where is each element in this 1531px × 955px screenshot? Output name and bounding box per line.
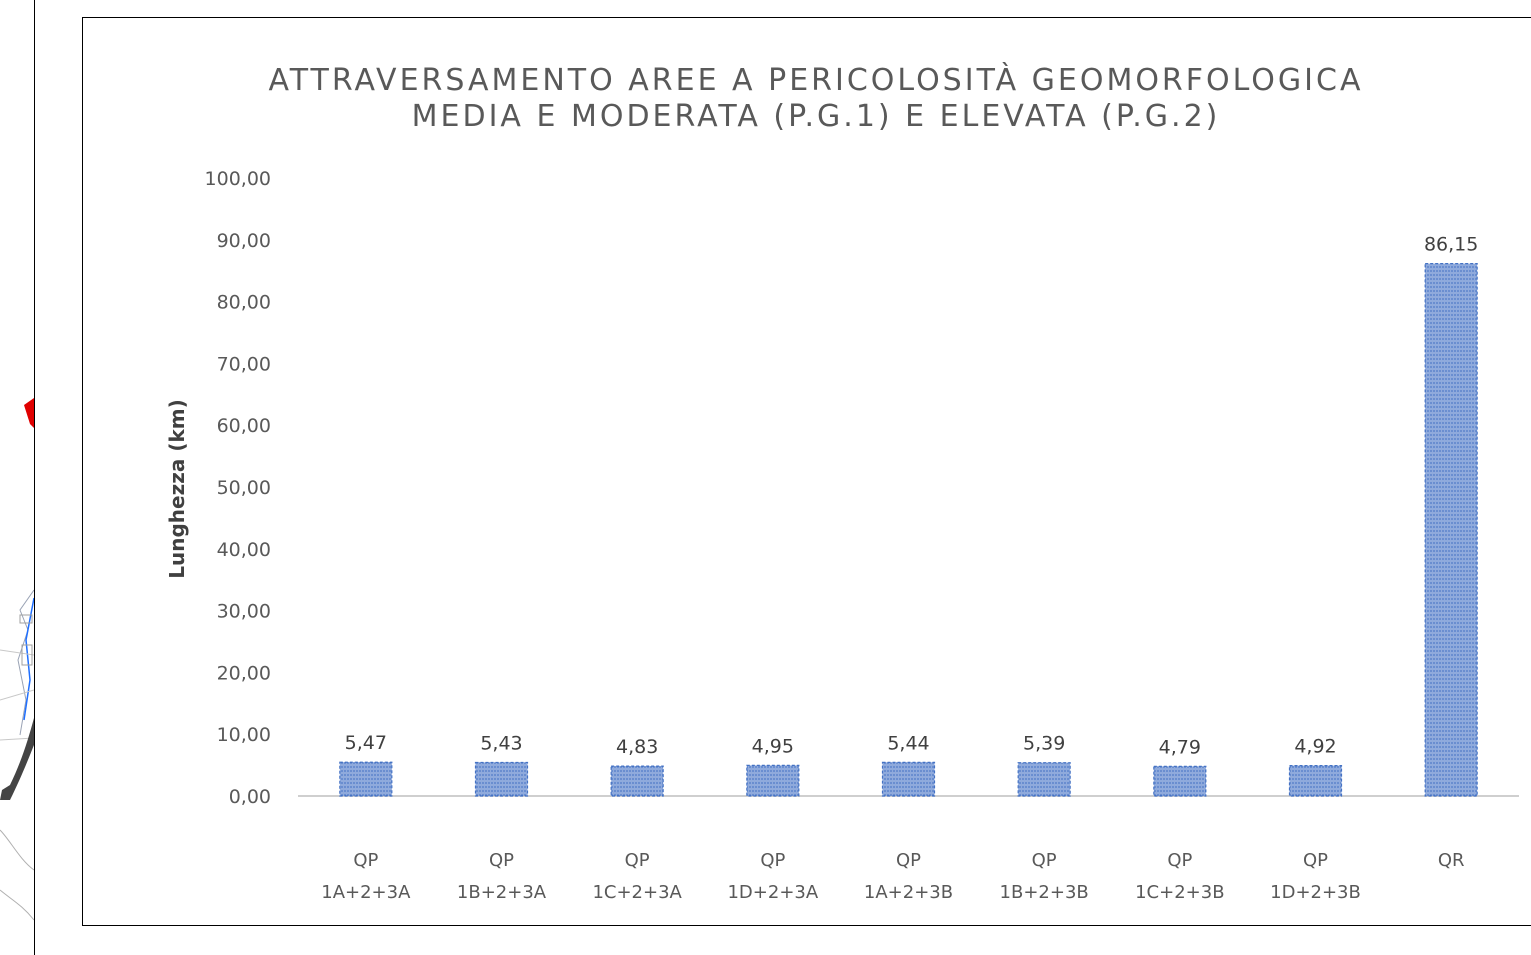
bar (1153, 765, 1207, 797)
y-tick-label: 60,00 (217, 415, 271, 437)
category-label: 1C+2+3B (1135, 882, 1224, 903)
data-label: 4,92 (1294, 736, 1336, 758)
category-label: QP (1032, 850, 1057, 871)
data-label: 5,43 (480, 732, 522, 754)
data-label: 5,44 (887, 732, 929, 754)
chart-title-line-1: ATTRAVERSAMENTO AREE A PERICOLOSITÀ GEOM… (269, 62, 1364, 98)
category-label: 1D+2+3A (727, 882, 818, 903)
category-label: QR (1438, 850, 1465, 871)
y-axis-ticks: 0,00 10,00 20,00 30,00 40,00 50,00 60,00 70,00 8… (205, 168, 271, 808)
data-label: 4,83 (616, 736, 658, 758)
bars-group (339, 262, 1478, 797)
y-tick-label: 50,00 (217, 477, 271, 499)
category-label: 1B+2+3A (457, 882, 547, 903)
bar (339, 761, 393, 797)
category-label: QP (760, 850, 785, 871)
chart-canvas: ATTRAVERSAMENTO AREE A PERICOLOSITÀ GEOM… (165, 62, 1519, 903)
y-tick-label: 100,00 (205, 168, 271, 190)
data-label: 4,79 (1159, 736, 1201, 758)
bar (746, 764, 800, 797)
category-label: 1A+2+3A (321, 882, 411, 903)
y-tick-label: 0,00 (229, 786, 271, 808)
y-tick-label: 40,00 (217, 539, 271, 561)
category-labels-group: QP 1A+2+3A QP 1B+2+3A QP 1C+2+3A QP 1D+2+3A QP 1A… (321, 850, 1464, 903)
data-label: 5,47 (345, 732, 387, 754)
category-label: QP (353, 850, 378, 871)
bar (881, 761, 936, 797)
chart-frame: ATTRAVERSAMENTO AREE A PERICOLOSITÀ GEOM… (82, 17, 1531, 926)
bar (1288, 764, 1343, 797)
category-label: 1A+2+3B (864, 882, 953, 903)
bar (474, 761, 529, 797)
category-label: 1D+2+3B (1270, 882, 1361, 903)
data-labels-group: 5,47 5,43 4,83 4,95 5,44 5,39 4,79 4,92 86,15 (345, 234, 1479, 759)
category-label: 1B+2+3B (1000, 882, 1089, 903)
bar (610, 765, 664, 797)
bar (1424, 262, 1478, 797)
bar (1017, 762, 1071, 797)
category-label: QP (1167, 850, 1192, 871)
y-axis-title: Lunghezza (km) (165, 399, 189, 579)
y-tick-label: 90,00 (217, 230, 271, 252)
y-tick-label: 10,00 (217, 724, 271, 746)
data-label: 4,95 (752, 735, 794, 757)
chart-title-line-2: MEDIA E MODERATA (P.G.1) E ELEVATA (P.G.… (412, 99, 1221, 134)
category-label: QP (489, 850, 514, 871)
category-label: QP (896, 850, 921, 871)
data-label: 5,39 (1023, 733, 1065, 755)
map-red-marker (24, 398, 34, 428)
y-tick-label: 30,00 (217, 601, 271, 623)
category-label: 1C+2+3A (592, 882, 682, 903)
map-fragment (0, 0, 35, 955)
data-label: 86,15 (1424, 234, 1478, 256)
y-tick-label: 70,00 (217, 353, 271, 375)
category-label: QP (1303, 850, 1328, 871)
y-tick-label: 80,00 (217, 292, 271, 314)
y-tick-label: 20,00 (217, 662, 271, 684)
map-fragment-drawing (0, 398, 34, 921)
category-label: QP (625, 850, 650, 871)
